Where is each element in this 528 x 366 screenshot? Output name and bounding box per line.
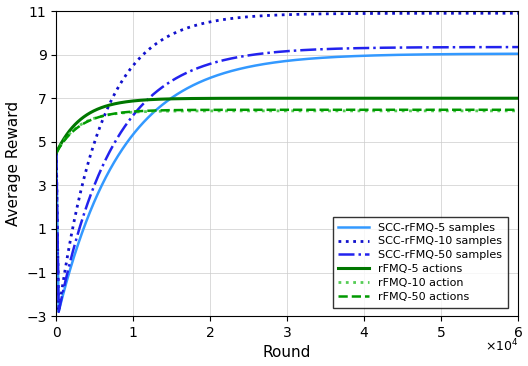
rFMQ-5 actions: [279, 96, 285, 100]
SCC-rFMQ-5 samples: [279, 59, 285, 64]
rFMQ-50 actions: [279, 108, 285, 112]
rFMQ-50 actions: [53, 150, 60, 155]
rFMQ-10 action: [515, 109, 521, 113]
rFMQ-10 action: [72, 126, 79, 131]
rFMQ-50 actions: [515, 108, 521, 112]
SCC-rFMQ-10 samples: [491, 11, 497, 15]
SCC-rFMQ-50 samples: [53, 150, 60, 155]
Line: rFMQ-5 actions: rFMQ-5 actions: [56, 98, 518, 153]
Legend: SCC-rFMQ-5 samples, SCC-rFMQ-10 samples, SCC-rFMQ-50 samples, rFMQ-5 actions, rF: SCC-rFMQ-5 samples, SCC-rFMQ-10 samples,…: [333, 217, 508, 307]
SCC-rFMQ-50 samples: [72, 240, 79, 244]
rFMQ-10 action: [491, 109, 497, 113]
rFMQ-5 actions: [53, 150, 60, 155]
SCC-rFMQ-10 samples: [55, 294, 62, 298]
SCC-rFMQ-5 samples: [72, 250, 79, 254]
rFMQ-10 action: [81, 120, 87, 125]
rFMQ-10 action: [144, 109, 150, 114]
rFMQ-5 actions: [55, 146, 62, 151]
SCC-rFMQ-10 samples: [279, 13, 285, 17]
SCC-rFMQ-5 samples: [55, 310, 62, 314]
SCC-rFMQ-10 samples: [53, 150, 60, 155]
rFMQ-50 actions: [55, 147, 62, 152]
rFMQ-5 actions: [515, 96, 521, 100]
rFMQ-10 action: [279, 109, 285, 113]
Y-axis label: Average Reward: Average Reward: [6, 101, 21, 226]
SCC-rFMQ-5 samples: [144, 117, 150, 121]
rFMQ-5 actions: [491, 96, 497, 100]
rFMQ-50 actions: [72, 127, 79, 131]
SCC-rFMQ-10 samples: [72, 212, 79, 217]
SCC-rFMQ-5 samples: [53, 150, 60, 155]
rFMQ-5 actions: [81, 115, 87, 119]
SCC-rFMQ-5 samples: [515, 52, 521, 56]
rFMQ-50 actions: [491, 108, 497, 112]
SCC-rFMQ-50 samples: [144, 98, 150, 102]
rFMQ-10 action: [55, 147, 62, 151]
Line: SCC-rFMQ-5 samples: SCC-rFMQ-5 samples: [56, 54, 518, 312]
SCC-rFMQ-50 samples: [81, 212, 87, 216]
Line: SCC-rFMQ-50 samples: SCC-rFMQ-50 samples: [56, 47, 518, 312]
SCC-rFMQ-50 samples: [491, 45, 497, 49]
SCC-rFMQ-10 samples: [81, 176, 87, 180]
SCC-rFMQ-10 samples: [144, 49, 150, 53]
Text: $\times10^4$: $\times10^4$: [485, 337, 518, 354]
SCC-rFMQ-5 samples: [81, 225, 87, 230]
SCC-rFMQ-5 samples: [55, 294, 62, 298]
SCC-rFMQ-10 samples: [515, 11, 521, 15]
rFMQ-10 action: [53, 150, 60, 155]
SCC-rFMQ-10 samples: [55, 310, 62, 314]
rFMQ-50 actions: [144, 109, 150, 113]
SCC-rFMQ-50 samples: [279, 49, 285, 54]
rFMQ-5 actions: [72, 122, 79, 126]
X-axis label: Round: Round: [263, 346, 312, 361]
SCC-rFMQ-50 samples: [515, 45, 521, 49]
Line: SCC-rFMQ-10 samples: SCC-rFMQ-10 samples: [56, 13, 518, 312]
rFMQ-5 actions: [144, 98, 150, 102]
SCC-rFMQ-50 samples: [55, 310, 62, 314]
rFMQ-50 actions: [81, 121, 87, 126]
SCC-rFMQ-5 samples: [491, 52, 497, 56]
SCC-rFMQ-50 samples: [55, 294, 62, 298]
Line: rFMQ-50 actions: rFMQ-50 actions: [56, 110, 518, 153]
Line: rFMQ-10 action: rFMQ-10 action: [56, 111, 518, 153]
